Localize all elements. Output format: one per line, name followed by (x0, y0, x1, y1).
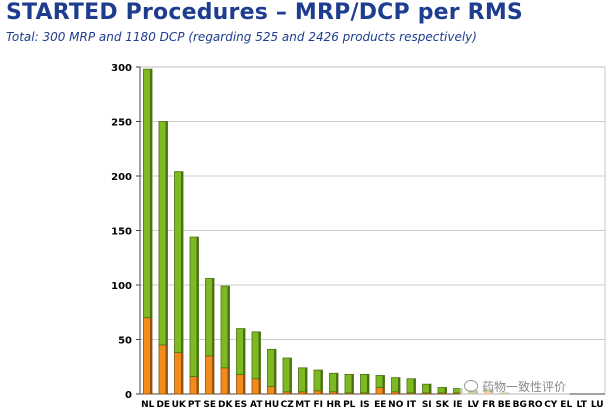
bar-bevel (320, 390, 323, 394)
x-tick-label: AT (250, 400, 263, 410)
bar-bevel (398, 391, 401, 394)
bar-bevel (305, 367, 308, 392)
bar-bevel (413, 392, 416, 394)
bar-bevel (429, 384, 432, 393)
x-tick-label: FR (482, 400, 495, 410)
x-tick-label: FI (314, 400, 324, 410)
bar-bevel (336, 391, 339, 394)
bar-bevel (305, 391, 308, 394)
bar-bevel (181, 352, 184, 394)
x-tick-label: DE (156, 400, 170, 410)
y-tick-label: 150 (111, 227, 132, 238)
x-tick-label: NL (141, 400, 155, 410)
bar-bevel (227, 367, 230, 394)
bar-bevel (351, 374, 354, 393)
bar-bevel (382, 387, 385, 394)
x-tick-label: PT (188, 400, 202, 410)
x-tick-label: IT (407, 400, 417, 410)
bar-bevel (165, 121, 168, 345)
bar-bevel (367, 374, 370, 393)
x-tick-label: BE (498, 400, 511, 410)
bar-bevel (227, 286, 230, 368)
bar-bevel (336, 373, 339, 392)
bar-bevel (289, 391, 292, 394)
bar-bevel (444, 387, 447, 393)
x-tick-label: HR (327, 400, 342, 410)
bar-bevel (367, 392, 370, 394)
bar-bevel (289, 358, 292, 392)
bar-bevel (181, 171, 184, 353)
y-tick-label: 50 (118, 336, 132, 347)
x-tick-label: DK (218, 400, 233, 410)
wechat-icon (464, 380, 478, 392)
x-tick-label: EE (374, 400, 386, 410)
bar-bevel (398, 377, 401, 392)
x-tick-label: LU (591, 400, 604, 410)
x-tick-label: IE (453, 400, 463, 410)
bar-bevel (274, 386, 277, 394)
x-tick-label: RO (528, 400, 543, 410)
x-tick-label: UK (172, 400, 187, 410)
chart-subtitle: Total: 300 MRP and 1180 DCP (regarding 5… (6, 30, 477, 44)
x-tick-label: LT (577, 400, 588, 410)
bar-bevel (165, 344, 168, 394)
y-tick-label: 300 (111, 63, 132, 74)
bar-bevel (212, 355, 215, 394)
x-tick-label: HU (264, 400, 279, 410)
y-tick-label: 0 (125, 390, 132, 401)
bar-bevel (320, 370, 323, 391)
bar-bevel (444, 392, 447, 394)
bar-bevel (274, 349, 277, 387)
chart-title: STARTED Procedures – MRP/DCP per RMS (6, 0, 523, 25)
bar-bevel (150, 69, 153, 318)
x-tick-label: CY (544, 400, 558, 410)
watermark: 药物一致性评价 (460, 377, 571, 396)
x-tick-label: BG (513, 400, 527, 410)
bar-bevel (196, 237, 199, 377)
bar-bevel (243, 374, 246, 394)
bar-bevel (212, 278, 215, 356)
x-tick-label: PL (343, 400, 356, 410)
y-tick-label: 200 (111, 172, 132, 183)
bar-bevel (429, 392, 432, 394)
bar-bevel (382, 375, 385, 388)
x-tick-label: CZ (281, 400, 295, 410)
x-tick-label: ES (234, 400, 247, 410)
x-tick-label: IS (360, 400, 370, 410)
x-tick-label: SK (436, 400, 450, 410)
x-tick-label: EL (560, 400, 572, 410)
x-tick-label: MT (295, 400, 311, 410)
x-tick-label: LV (468, 400, 479, 410)
x-tick-label: SI (422, 400, 432, 410)
bar-bevel (243, 328, 246, 375)
watermark-text: 药物一致性评价 (482, 380, 567, 394)
x-tick-label: NO (388, 400, 404, 410)
bar-bevel (196, 376, 199, 394)
bar-bevel (258, 331, 261, 379)
y-tick-label: 250 (111, 118, 132, 129)
y-tick-label: 100 (111, 281, 132, 292)
bar-bevel (351, 392, 354, 394)
bar-bevel (258, 378, 261, 394)
bar-bevel (150, 317, 153, 394)
x-tick-label: SE (203, 400, 216, 410)
bar-bevel (413, 378, 416, 393)
